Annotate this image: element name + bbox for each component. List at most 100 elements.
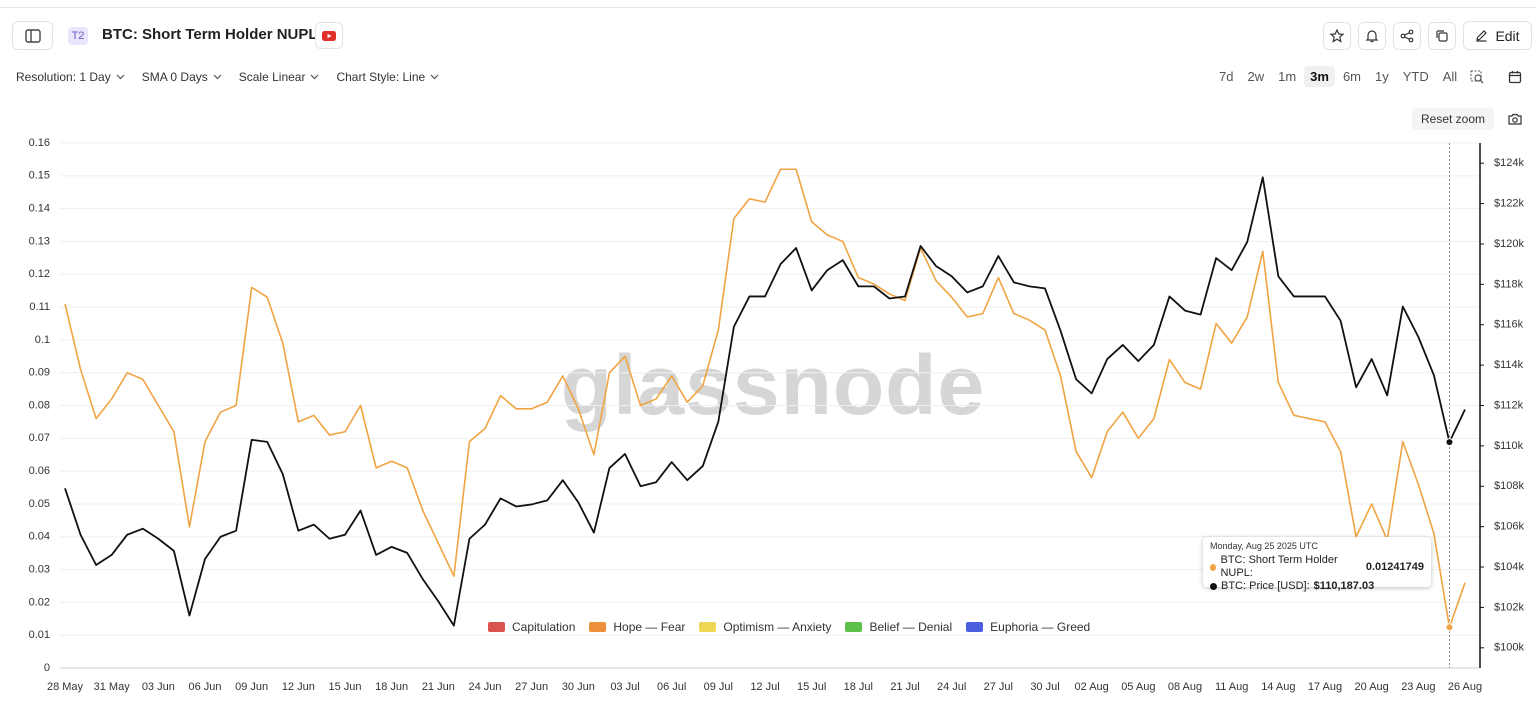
x-tick-label: 26 Aug — [1448, 681, 1482, 693]
x-tick-label: 06 Jun — [188, 681, 221, 693]
alert-button[interactable] — [1358, 22, 1386, 50]
x-tick-label: 30 Jul — [1030, 681, 1059, 693]
x-tick-label: 21 Jun — [422, 681, 455, 693]
dropdown[interactable]: SMA 0 Days — [142, 70, 222, 84]
range-button[interactable]: 1y — [1375, 69, 1389, 84]
x-tick-label: 23 Aug — [1401, 681, 1435, 693]
series-line — [64, 168, 1466, 629]
y-tick-label: 0.07 — [29, 432, 50, 444]
y-tick-label: 0.11 — [29, 301, 50, 313]
x-tick-label: 27 Jun — [515, 681, 548, 693]
x-tick-label: 15 Jun — [328, 681, 361, 693]
range-button[interactable]: All — [1442, 69, 1458, 84]
copy-icon — [1436, 30, 1448, 42]
calendar-button[interactable] — [1500, 64, 1530, 90]
range-button[interactable]: 6m — [1342, 69, 1362, 84]
tooltip-series-name: BTC: Short Term Holder NUPL — [1220, 554, 1361, 580]
x-tick-label: 14 Aug — [1261, 681, 1295, 693]
y2-tick-label: $108k — [1494, 480, 1524, 492]
x-tick-label: 27 Jul — [984, 681, 1013, 693]
y2-tick-label: $100k — [1494, 642, 1524, 654]
share-icon — [1400, 29, 1414, 43]
y-tick-label: 0.08 — [29, 399, 50, 411]
dropdown[interactable]: Chart Style: Line — [336, 70, 439, 84]
y2-tick-label: $116k — [1494, 319, 1524, 331]
edit-button[interactable]: Edit — [1463, 21, 1532, 50]
x-tick-label: 03 Jul — [610, 681, 639, 693]
x-tick-label: 18 Jul — [844, 681, 873, 693]
x-tick-label: 18 Jun — [375, 681, 408, 693]
x-tick-label: 20 Aug — [1355, 681, 1389, 693]
legend-item[interactable]: Hope — Fear — [589, 620, 685, 634]
x-tick-label: 06 Jul — [657, 681, 686, 693]
range-button[interactable]: 3m — [1304, 66, 1335, 87]
series-line — [64, 176, 1466, 627]
y2-tick-label: $110k — [1494, 440, 1524, 452]
sidebar-icon — [24, 28, 41, 43]
range-button[interactable]: 2w — [1247, 69, 1265, 84]
camera-icon — [1508, 113, 1522, 125]
controls: Resolution: 1 Day SMA 0 Days Scale Linear C… — [16, 70, 439, 84]
y-tick-label: 0.05 — [29, 498, 50, 510]
x-tick-label: 24 Jun — [468, 681, 501, 693]
chevron — [311, 74, 319, 80]
screenshot-button[interactable] — [1504, 108, 1526, 130]
legend-item[interactable]: Capitulation — [488, 620, 575, 634]
tooltip-value: 0.01241749 — [1365, 560, 1424, 573]
legend-label: Belief — Denial — [869, 620, 953, 634]
edit-label: Edit — [1495, 27, 1520, 44]
y-tick-label: 0.12 — [29, 268, 50, 280]
chevron — [116, 74, 125, 80]
range-button[interactable]: YTD — [1402, 69, 1429, 84]
x-tick-label: 09 Jun — [235, 681, 268, 693]
x-tick-label: 28 May — [47, 681, 84, 693]
y2-tick-label: $106k — [1494, 521, 1524, 533]
legend-swatch — [699, 622, 717, 632]
y2-tick-label: $120k — [1494, 238, 1524, 250]
share-button[interactable] — [1393, 22, 1421, 50]
dropdown[interactable]: Scale Linear — [239, 70, 320, 84]
copy-button[interactable] — [1428, 22, 1456, 50]
dropdown-label: SMA 0 Days — [141, 70, 208, 84]
tooltip-date: Monday, Aug 25 2025 UTC — [1210, 541, 1318, 551]
video-button[interactable] — [315, 22, 343, 49]
y2-tick-label: $112k — [1494, 399, 1524, 411]
x-tick-label: 30 Jun — [562, 681, 595, 693]
title: BTC: Short Term Holder NUPL — [102, 26, 318, 43]
sidebar-toggle[interactable] — [12, 21, 53, 50]
legend-label: Optimism — Anxiety — [723, 620, 832, 634]
y-tick-label: 0.02 — [29, 596, 50, 608]
bell-icon — [1365, 30, 1379, 43]
tooltip-dot — [1210, 583, 1217, 590]
y-tick-label: 0.09 — [29, 367, 50, 379]
legend-label: Capitulation — [512, 620, 576, 634]
range-button[interactable]: 1m — [1278, 69, 1297, 84]
legend-item[interactable]: Optimism — Anxiety — [699, 620, 831, 634]
x-tick-label: 03 Jun — [142, 681, 175, 693]
range-button[interactable]: 7d — [1219, 69, 1234, 84]
dropdown-label: Resolution: 1 Day — [16, 70, 111, 84]
hover-point — [1445, 623, 1454, 632]
zoom-select-button[interactable] — [1467, 66, 1487, 88]
watermark: glassnode — [561, 338, 985, 432]
legend-swatch — [845, 622, 863, 632]
legend-item[interactable]: Belief — Denial — [845, 620, 952, 634]
y2-tick-label: $104k — [1494, 561, 1524, 573]
y-tick-label: 0.16 — [29, 137, 50, 149]
favorite-button[interactable] — [1323, 22, 1351, 50]
hover-point — [1445, 438, 1454, 447]
legend: Capitulation Hope — Fear Optimism — Anxiet… — [488, 620, 1090, 634]
legend-item[interactable]: Euphoria — Greed — [966, 620, 1090, 634]
dropdown[interactable]: Resolution: 1 Day — [16, 70, 125, 84]
legend-swatch — [488, 622, 505, 632]
chevron — [213, 74, 222, 80]
tooltip: Monday, Aug 25 2025 UTC BTC: Short Term … — [1203, 537, 1431, 592]
x-tick-label: 11 Aug — [1215, 681, 1248, 693]
tooltip-row: BTC: Short Term Holder NUPL 0.01241749 — [1210, 554, 1424, 580]
divider — [0, 7, 1536, 8]
reset-zoom-button[interactable]: Reset zoom — [1412, 108, 1495, 130]
x-tick-label: 08 Aug — [1168, 681, 1202, 693]
y-tick-label: 0.06 — [29, 465, 50, 477]
y-tick-label: 0.13 — [29, 235, 50, 247]
